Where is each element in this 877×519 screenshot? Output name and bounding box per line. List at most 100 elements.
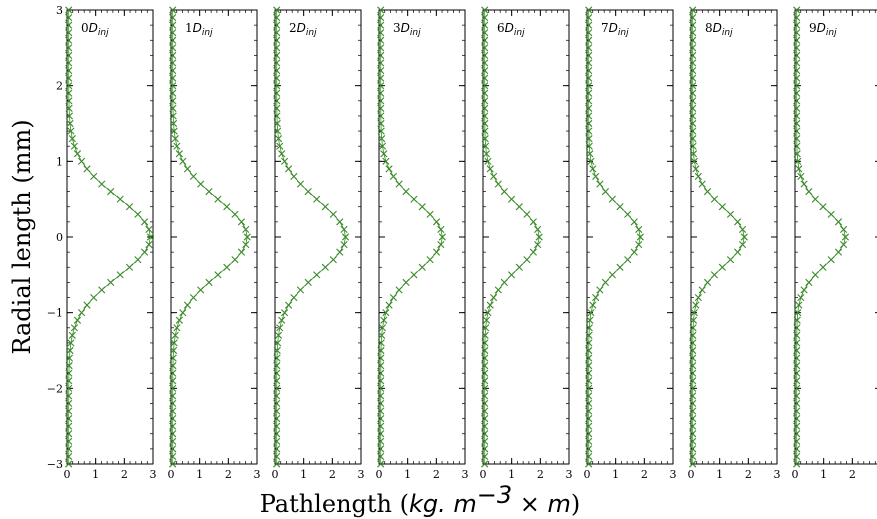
- data-point-stroke: [481, 331, 489, 339]
- data-point: [377, 36, 385, 44]
- data-point-stroke: [689, 399, 697, 408]
- data-point-stroke: [290, 172, 298, 181]
- data-point-stroke: [107, 188, 115, 196]
- data-point-stroke: [811, 271, 819, 279]
- data-point-stroke: [377, 13, 385, 22]
- y-tick-label: 0: [56, 231, 63, 244]
- data-point: [585, 407, 593, 415]
- data-point-stroke: [585, 452, 593, 461]
- data-point: [490, 172, 498, 181]
- data-point-stroke: [66, 119, 74, 128]
- data-point: [734, 248, 742, 256]
- data-point-stroke: [273, 362, 281, 370]
- data-point-stroke: [689, 150, 698, 158]
- data-point: [65, 6, 73, 14]
- data-point: [70, 142, 79, 150]
- data-point-stroke: [273, 29, 281, 37]
- data-point: [66, 119, 74, 128]
- data-point: [482, 150, 491, 158]
- data-point: [385, 165, 393, 173]
- data-point-stroke: [689, 59, 697, 67]
- data-point-stroke: [794, 309, 802, 317]
- x-tick-label: 2: [745, 468, 752, 481]
- data-point-stroke: [689, 369, 697, 377]
- data-point-stroke: [179, 309, 187, 317]
- data-point-stroke: [689, 6, 697, 14]
- data-point-stroke: [107, 278, 115, 286]
- data-point-stroke: [481, 82, 489, 90]
- data-point: [179, 157, 187, 165]
- x-tick-label: 3: [150, 468, 157, 481]
- data-point: [432, 248, 441, 256]
- data-point: [734, 218, 742, 226]
- data-point-stroke: [486, 165, 494, 173]
- data-point: [169, 392, 177, 400]
- data-point-stroke: [689, 13, 697, 22]
- data-point-stroke: [800, 180, 808, 188]
- data-point-stroke: [273, 430, 281, 438]
- data-point: [169, 346, 178, 355]
- data-point: [274, 127, 282, 135]
- data-point-stroke: [534, 240, 542, 249]
- data-point: [481, 36, 489, 44]
- data-point: [171, 331, 179, 339]
- data-point-stroke: [793, 339, 801, 347]
- data-point: [273, 74, 281, 82]
- data-point-stroke: [694, 172, 702, 181]
- data-point-stroke: [529, 248, 537, 256]
- data-point: [134, 256, 142, 264]
- data-point-stroke: [636, 233, 644, 241]
- data-point-stroke: [65, 415, 73, 423]
- data-point-stroke: [65, 44, 73, 52]
- data-point-stroke: [689, 362, 697, 370]
- data-point: [592, 172, 600, 181]
- data-point: [689, 392, 697, 400]
- data-point: [418, 263, 426, 271]
- data-point-stroke: [608, 271, 616, 279]
- data-point: [169, 74, 177, 82]
- data-point-stroke: [481, 437, 489, 445]
- data-point-stroke: [377, 346, 385, 355]
- data-point-stroke: [608, 195, 616, 203]
- data-point: [65, 362, 73, 370]
- x-axis-label-math: kg. m: [409, 490, 477, 518]
- data-point-stroke: [585, 339, 593, 347]
- data-point-stroke: [585, 445, 593, 453]
- data-point: [585, 142, 593, 150]
- data-point-stroke: [689, 392, 697, 400]
- data-point-stroke: [77, 309, 86, 317]
- data-point: [276, 324, 284, 332]
- data-point: [273, 13, 281, 22]
- data-point: [377, 399, 385, 408]
- data-point: [481, 44, 489, 52]
- data-point-stroke: [589, 301, 597, 309]
- data-point: [827, 210, 835, 218]
- data-point: [703, 188, 712, 196]
- data-point-stroke: [481, 29, 489, 37]
- data-point-stroke: [65, 407, 73, 415]
- data-point-stroke: [395, 286, 403, 294]
- data-point: [290, 293, 298, 302]
- data-point: [481, 82, 489, 90]
- data-point: [689, 150, 698, 158]
- data-point-stroke: [585, 399, 593, 408]
- data-point-stroke: [585, 407, 593, 415]
- data-point: [410, 195, 418, 203]
- data-point: [284, 301, 293, 309]
- data-point: [481, 331, 489, 339]
- data-point-stroke: [73, 150, 82, 158]
- data-point: [840, 225, 848, 234]
- data-point-stroke: [811, 195, 819, 203]
- data-point: [585, 104, 593, 112]
- data-point: [65, 407, 73, 415]
- data-point-stroke: [183, 301, 192, 309]
- data-point: [494, 286, 502, 294]
- data-point: [585, 119, 593, 128]
- data-point-stroke: [385, 165, 393, 173]
- data-point: [273, 89, 281, 97]
- data-point-stroke: [377, 422, 385, 430]
- data-point: [585, 362, 593, 370]
- data-point: [690, 309, 698, 317]
- data-point: [169, 452, 177, 461]
- data-point: [486, 165, 494, 173]
